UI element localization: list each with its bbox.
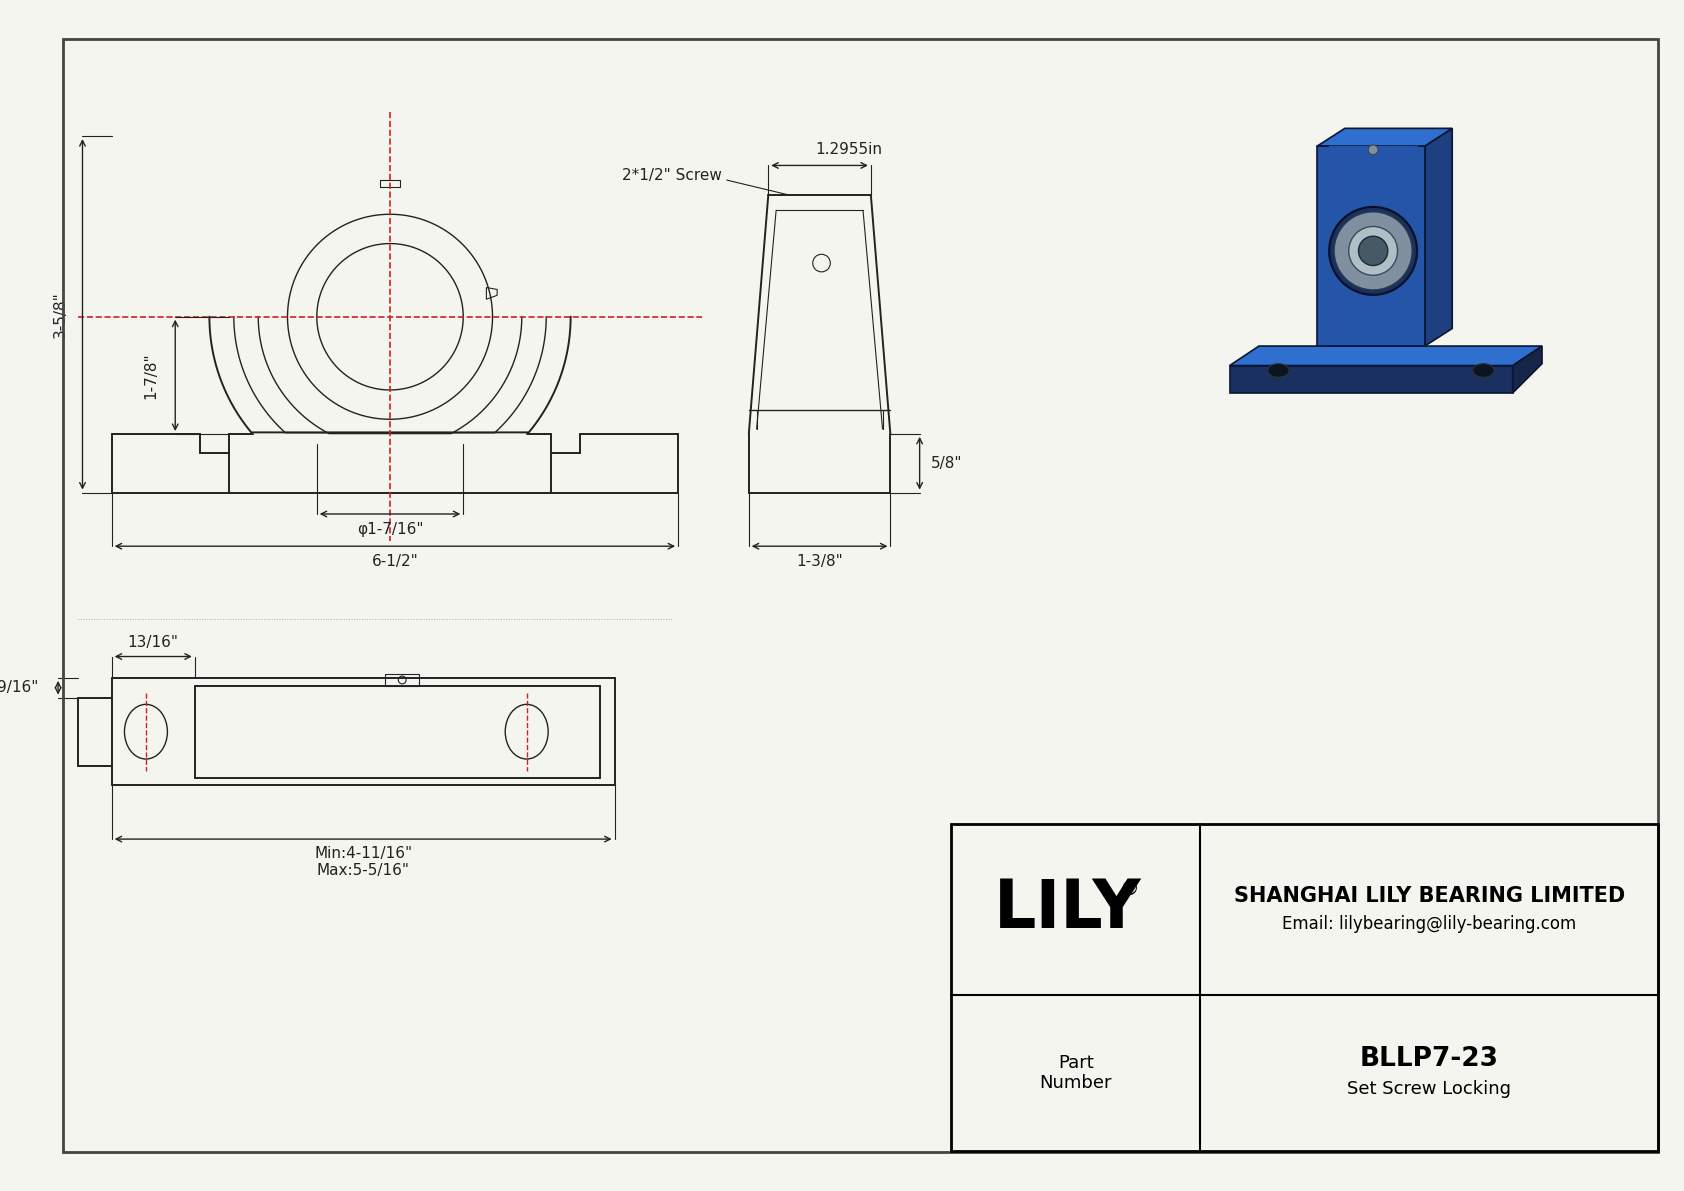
Text: 1-7/8": 1-7/8" [143, 353, 158, 399]
Text: 2*1/2" Screw: 2*1/2" Screw [621, 168, 722, 182]
Circle shape [1329, 207, 1416, 295]
Text: Part
Number: Part Number [1039, 1054, 1111, 1092]
Circle shape [1359, 236, 1388, 266]
Circle shape [1334, 212, 1413, 289]
Polygon shape [1229, 347, 1543, 366]
Polygon shape [1512, 347, 1543, 393]
Text: Set Screw Locking: Set Screw Locking [1347, 1079, 1511, 1098]
Text: Min:4-11/16": Min:4-11/16" [315, 847, 413, 861]
Circle shape [1349, 226, 1398, 275]
Circle shape [1367, 145, 1378, 155]
Text: LILY: LILY [994, 877, 1142, 942]
Text: 1-3/8": 1-3/8" [797, 554, 844, 569]
Text: ®: ® [1120, 880, 1140, 899]
Text: 9/16": 9/16" [0, 680, 39, 696]
Polygon shape [1425, 129, 1452, 347]
Text: Max:5-5/16": Max:5-5/16" [317, 862, 409, 878]
Text: 5/8": 5/8" [931, 456, 963, 470]
Bar [381, 180, 399, 187]
Text: φ1-7/16": φ1-7/16" [357, 522, 423, 537]
Text: BLLP7-23: BLLP7-23 [1359, 1047, 1499, 1072]
Bar [951, 824, 1659, 1152]
Ellipse shape [1268, 363, 1290, 378]
Polygon shape [1317, 129, 1452, 146]
Text: 3-5/8": 3-5/8" [52, 291, 67, 338]
Text: Email: lilybearing@lily-bearing.com: Email: lilybearing@lily-bearing.com [1282, 915, 1576, 933]
Text: 1.2955in: 1.2955in [815, 143, 882, 157]
Polygon shape [1317, 146, 1425, 347]
Bar [386, 674, 419, 686]
Text: 6-1/2": 6-1/2" [372, 554, 418, 569]
Polygon shape [1229, 366, 1512, 393]
Text: SHANGHAI LILY BEARING LIMITED: SHANGHAI LILY BEARING LIMITED [1234, 886, 1625, 906]
Ellipse shape [1474, 363, 1494, 378]
Text: 13/16": 13/16" [128, 635, 179, 650]
